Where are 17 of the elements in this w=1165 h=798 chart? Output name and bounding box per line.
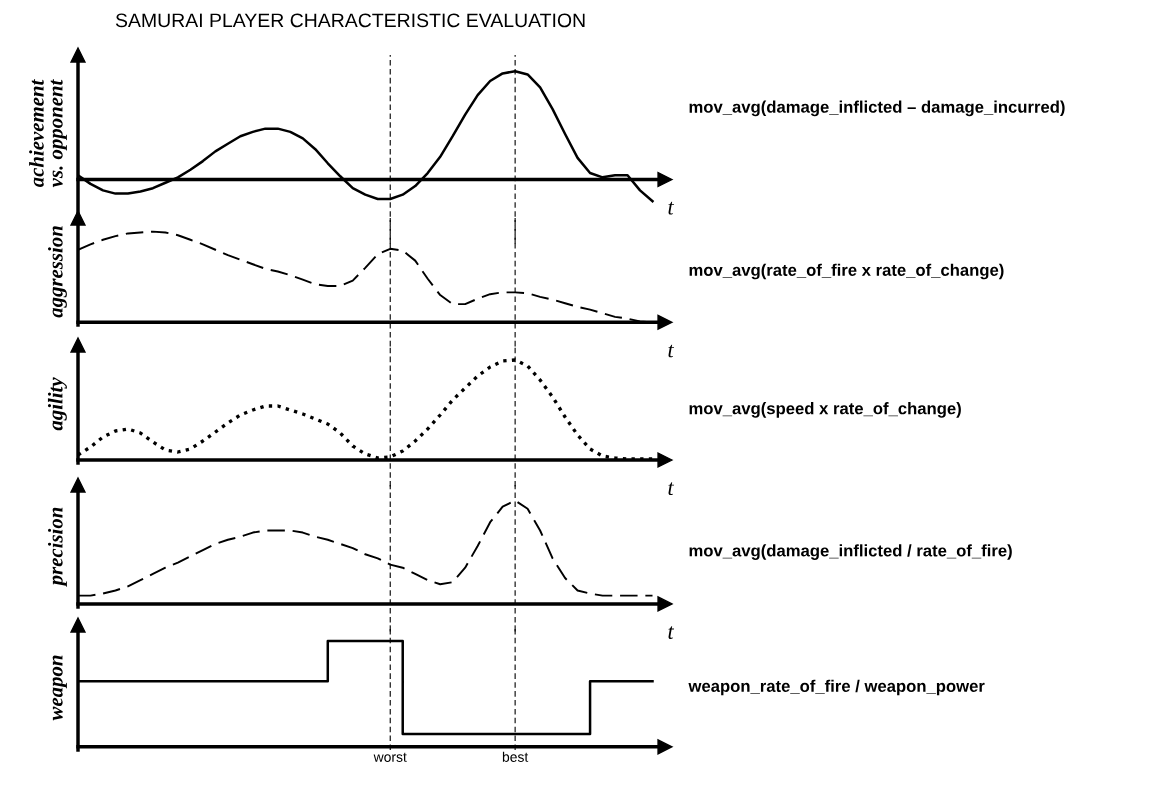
y-axis-title: achievement vs. opponent (29, 79, 67, 188)
chart-title: SAMURAI PLAYER CHARACTERISTIC EVALUATION (115, 13, 585, 28)
x-tick-label: best (502, 751, 529, 762)
y-axis-title: weapon (52, 655, 67, 721)
x-axis-title: t (668, 344, 675, 358)
y-axis-title: agility (47, 377, 67, 431)
x-tick-label: worst (373, 752, 407, 762)
y-axis-title: aggression (48, 226, 67, 318)
y-axis-title: precision (48, 507, 67, 587)
text: mov_avg(damage_inflicted / rate_of_fire) (689, 544, 1012, 560)
x-axis-title: t (668, 201, 675, 215)
x-axis-title: t (668, 482, 675, 496)
text: mov_avg(rate_of_fire x rate_of_change) (689, 263, 1004, 280)
text: mov_avg(speed x rate_of_change) (689, 402, 961, 418)
text: mov_avg(damage_inflicted – damage_incurred) (689, 100, 1065, 117)
x-axis-title: t (668, 626, 675, 639)
text: weapon_rate_of_fire / weapon_power (688, 679, 985, 696)
